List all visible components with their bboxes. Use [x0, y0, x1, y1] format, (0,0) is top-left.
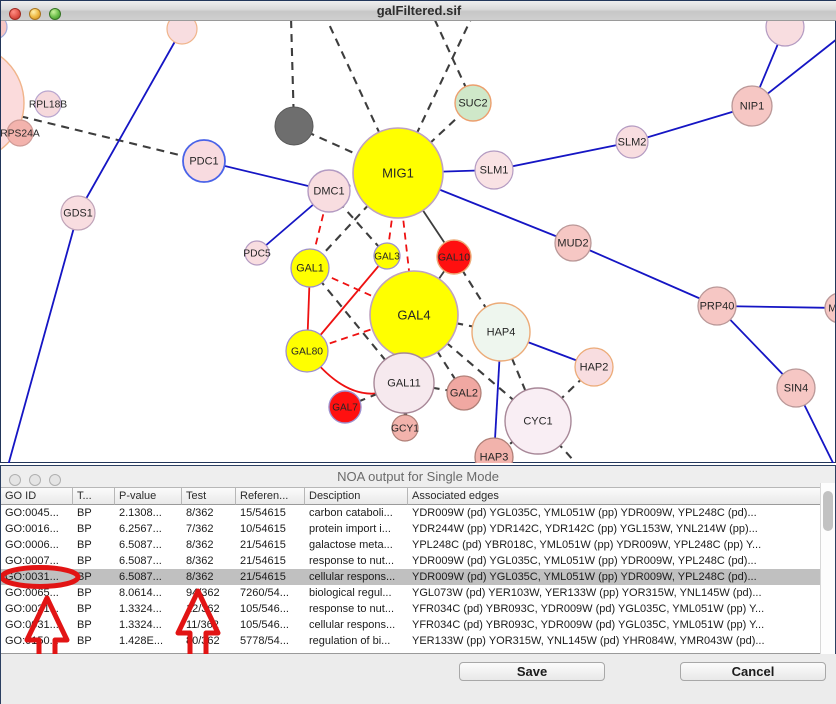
svg-text:CYC1: CYC1 [523, 416, 552, 428]
svg-text:GAL2: GAL2 [450, 388, 478, 400]
svg-text:HAP4: HAP4 [487, 327, 516, 339]
svg-text:GAL11: GAL11 [387, 378, 420, 390]
svg-text:MUD2: MUD2 [557, 238, 588, 250]
svg-text:RPS24A: RPS24A [1, 129, 40, 140]
svg-text:GDS1: GDS1 [63, 208, 92, 220]
svg-text:GAL80: GAL80 [291, 347, 323, 358]
svg-text:HAP3: HAP3 [480, 452, 509, 463]
svg-text:GCY1: GCY1 [391, 424, 419, 435]
svg-text:GAL10: GAL10 [438, 253, 470, 264]
svg-text:HAP2: HAP2 [580, 362, 609, 374]
svg-text:SLM2: SLM2 [618, 137, 647, 149]
svg-text:GAL1: GAL1 [296, 263, 324, 275]
svg-text:SLM1: SLM1 [480, 165, 509, 177]
svg-text:SUC2: SUC2 [458, 98, 487, 110]
svg-text:SIN4: SIN4 [784, 383, 808, 395]
svg-text:MIG1: MIG1 [382, 165, 414, 180]
svg-text:PRP40: PRP40 [700, 301, 735, 313]
svg-text:GAL7: GAL7 [332, 402, 358, 413]
svg-text:GAL4: GAL4 [397, 307, 430, 322]
svg-text:PDC5: PDC5 [243, 249, 271, 260]
svg-text:RPL18B: RPL18B [29, 100, 67, 111]
svg-text:NIP1: NIP1 [740, 101, 764, 113]
svg-text:PDC1: PDC1 [189, 156, 218, 168]
svg-text:MSI1: MSI1 [828, 303, 835, 314]
svg-text:GAL3: GAL3 [374, 251, 400, 262]
svg-text:DMC1: DMC1 [313, 186, 344, 198]
